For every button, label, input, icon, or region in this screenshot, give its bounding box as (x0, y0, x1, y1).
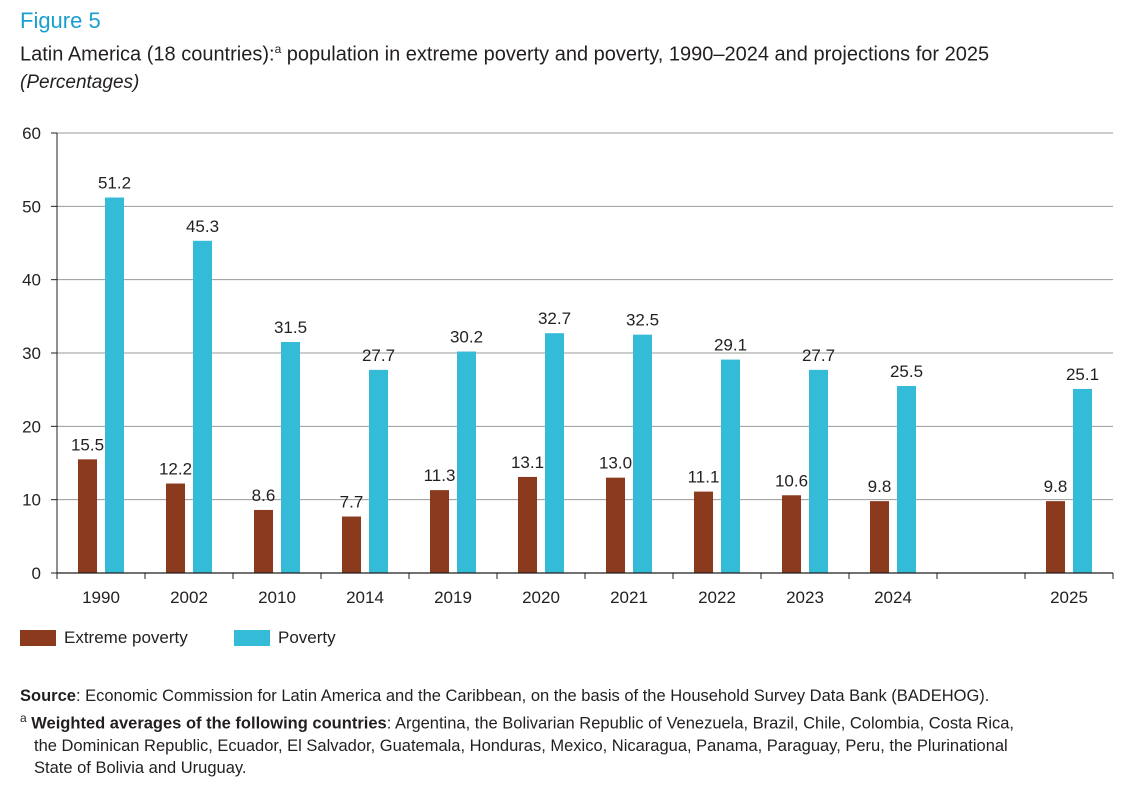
footnote-bold: Weighted averages of the following count… (26, 714, 387, 733)
source-note: Source: Economic Commission for Latin Am… (20, 685, 1120, 707)
axes: 0 10 20 30 40 50 60 1990 2002 2010 2014 2019 2020 202… (22, 124, 1114, 607)
data-label-poverty: 45.3 (186, 217, 219, 236)
bar-extreme-poverty (342, 516, 361, 573)
x-tick-label: 1990 (82, 588, 120, 607)
data-label-extreme-poverty: 8.6 (252, 486, 276, 505)
data-label-extreme-poverty: 15.5 (71, 435, 104, 454)
data-label-extreme-poverty: 12.2 (159, 460, 192, 479)
x-tick-label: 2010 (258, 588, 296, 607)
data-label-extreme-poverty: 13.1 (511, 453, 544, 472)
bar-poverty (633, 334, 652, 573)
bar-poverty (545, 333, 564, 573)
bar-extreme-poverty (694, 491, 713, 573)
bar-extreme-poverty (518, 476, 537, 573)
x-tick-label: 2023 (786, 588, 824, 607)
data-label-poverty: 32.7 (538, 309, 571, 328)
x-tick-label: 2020 (522, 588, 560, 607)
legend-swatch-poverty (234, 630, 270, 646)
bar-extreme-poverty (78, 459, 97, 573)
x-tick-label: 2024 (874, 588, 912, 607)
bar-extreme-poverty (606, 477, 625, 573)
y-tick-label: 30 (22, 344, 41, 363)
footnote-text-1: : Argentina, the Bolivarian Republic of … (386, 714, 1015, 733)
data-label-poverty: 25.1 (1066, 365, 1099, 384)
legend-item-poverty: Poverty (234, 628, 336, 648)
footnote-line-1: a Weighted averages of the following cou… (20, 707, 1120, 735)
data-label-extreme-poverty: 9.8 (1044, 477, 1068, 496)
footnote-mark: a (20, 711, 27, 725)
legend-item-extreme-poverty: Extreme poverty (20, 628, 188, 648)
data-label-poverty: 25.5 (890, 362, 923, 381)
y-tick-label: 50 (22, 197, 41, 216)
data-label-poverty: 32.5 (626, 311, 659, 330)
legend-label-extreme-poverty: Extreme poverty (64, 628, 188, 647)
chart-title: Latin America (18 countries):a populatio… (20, 42, 989, 67)
data-label-extreme-poverty: 7.7 (340, 493, 364, 512)
y-tick-label: 60 (22, 124, 41, 143)
y-tick-label: 40 (22, 271, 41, 290)
bar-poverty (457, 351, 476, 573)
x-tick-label: 2014 (346, 588, 384, 607)
data-label-poverty: 51.2 (98, 174, 131, 193)
y-tick-label: 10 (22, 491, 41, 510)
bar-poverty (105, 197, 124, 573)
bar-extreme-poverty (782, 495, 801, 573)
bar-chart: 15.5 51.2 12.2 45.3 8.6 31.5 7.7 27.7 11.3 30.2 13… (22, 124, 1114, 607)
data-label-extreme-poverty: 9.8 (868, 477, 892, 496)
x-tick-label: 2022 (698, 588, 736, 607)
title-footnote-mark: a (274, 42, 282, 56)
footnote-line-2: the Dominican Republic, Ecuador, El Salv… (34, 736, 1008, 755)
data-label-poverty: 27.7 (802, 346, 835, 365)
x-tick-label: 2021 (610, 588, 648, 607)
x-tick-label: 2002 (170, 588, 208, 607)
data-label-extreme-poverty: 11.1 (688, 468, 720, 487)
data-label-poverty: 31.5 (274, 318, 307, 337)
bar-extreme-poverty (870, 501, 889, 573)
bar-poverty (281, 342, 300, 573)
y-tick-label: 0 (32, 564, 41, 583)
bar-poverty (897, 386, 916, 573)
data-label-poverty: 30.2 (450, 328, 483, 347)
x-tick-label: 2025 (1050, 588, 1088, 607)
figure-label: Figure 5 (20, 8, 101, 33)
title-rest: population in extreme poverty and povert… (281, 43, 990, 66)
bar-poverty (369, 369, 388, 573)
bar-poverty (809, 369, 828, 573)
bar-poverty (193, 240, 212, 574)
chart-notes: Source: Economic Commission for Latin Am… (20, 685, 1120, 779)
data-label-extreme-poverty: 13.0 (599, 454, 632, 473)
bars: 15.5 51.2 12.2 45.3 8.6 31.5 7.7 27.7 11.3 30.2 13… (71, 174, 1099, 574)
bar-poverty (1073, 388, 1092, 573)
source-text: : Economic Commission for Latin America … (75, 687, 990, 705)
gridlines (57, 132, 1113, 501)
footnote-line-3: State of Bolivia and Uruguay. (34, 758, 247, 777)
y-tick-label: 20 (22, 417, 41, 436)
bar-extreme-poverty (430, 490, 449, 573)
legend-swatch-extreme-poverty (20, 630, 56, 646)
source-label: Source (20, 687, 76, 705)
data-label-poverty: 29.1 (714, 336, 747, 355)
x-tick-label: 2019 (434, 588, 472, 607)
legend-label-poverty: Poverty (278, 628, 336, 647)
data-label-extreme-poverty: 10.6 (775, 471, 808, 490)
bar-poverty (721, 359, 740, 573)
title-main: Latin America (18 countries): (20, 43, 275, 66)
bar-extreme-poverty (254, 509, 273, 573)
bar-extreme-poverty (166, 483, 185, 573)
data-label-extreme-poverty: 11.3 (424, 466, 456, 485)
data-label-poverty: 27.7 (362, 346, 395, 365)
chart-subtitle: (Percentages) (20, 72, 140, 93)
bar-extreme-poverty (1046, 501, 1065, 573)
